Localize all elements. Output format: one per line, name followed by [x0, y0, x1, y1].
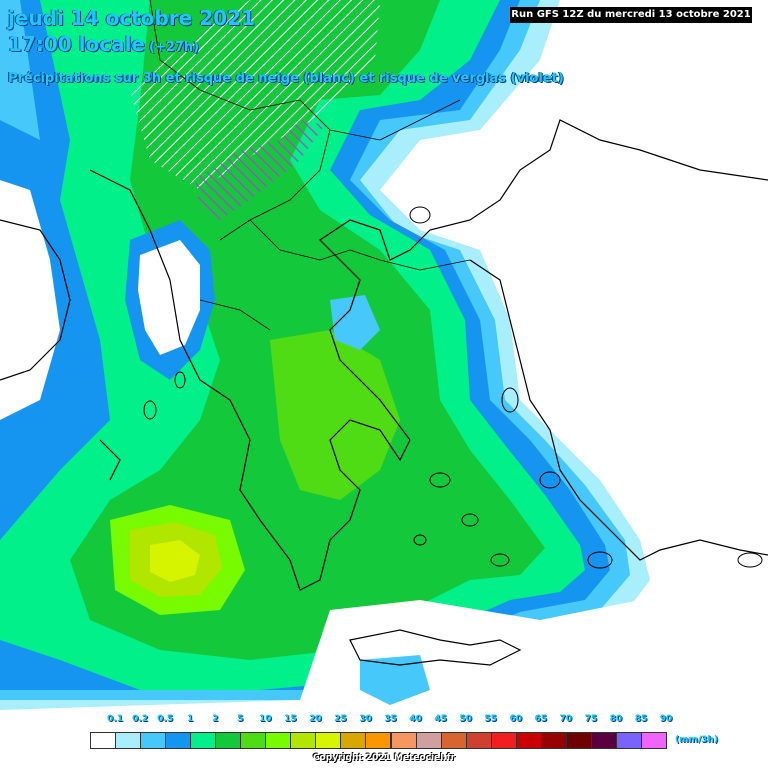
legend-tick-label: 0.5: [157, 714, 174, 724]
legend-tick-label: 75: [584, 714, 598, 724]
dry-east: [410, 0, 768, 560]
legend-tick-label: 10: [259, 714, 272, 724]
legend-tick-label: 15: [284, 714, 297, 724]
legend-swatch: [315, 732, 342, 749]
legend-swatch: [465, 732, 492, 749]
precip-band-10: [270, 330, 400, 500]
legend-tick-label: 20: [309, 714, 322, 724]
snow-risk-area: [130, 0, 380, 190]
legend-tick-label: 60: [509, 714, 522, 724]
forecast-offset: (+27h): [149, 40, 200, 55]
forecast-time: 17:00 locale (+27h): [8, 32, 199, 56]
legend-swatch: [490, 732, 517, 749]
legend-swatch: [390, 732, 417, 749]
legend-swatch: [240, 732, 267, 749]
copyright: Copyright 2021 Meteociel.fr: [312, 753, 456, 763]
legend-swatch: [265, 732, 292, 749]
dry-pocket-aegean: [330, 295, 380, 350]
legend-swatch: [440, 732, 467, 749]
map-subtitle: Précipitations sur 3h et risque de neige…: [8, 71, 564, 86]
legend-swatch: [640, 732, 667, 749]
legend-swatch: [190, 732, 217, 749]
forecast-time-label: 17:00 locale: [8, 32, 145, 56]
legend-tick-label: 0.2: [132, 714, 149, 724]
legend-swatch: [565, 732, 592, 749]
legend-swatch: [290, 732, 317, 749]
legend-tick-label: 30: [359, 714, 372, 724]
legend-tick-label: 5: [237, 714, 244, 724]
legend-tick-label: 2: [212, 714, 219, 724]
legend-tick-label: 35: [384, 714, 397, 724]
legend-swatch: [115, 732, 142, 749]
coastlines: [0, 119, 768, 666]
legend-swatch: [340, 732, 367, 749]
borders: [149, 0, 471, 331]
legend-tick-label: 40: [409, 714, 422, 724]
legend-swatch: [90, 732, 116, 749]
legend-tick-label: 90: [659, 714, 673, 724]
legend-tick-label: 80: [609, 714, 623, 724]
legend-swatch: [415, 732, 442, 749]
legend-tick-label: 25: [334, 714, 347, 724]
legend-tick-label: 45: [434, 714, 447, 724]
legend-swatch: [165, 732, 192, 749]
precip-band-25: [150, 540, 200, 582]
legend-swatch: [615, 732, 642, 749]
legend-swatch: [215, 732, 242, 749]
dry-west: [0, 180, 60, 420]
legend-tick-label: 50: [459, 714, 472, 724]
run-badge: Run GFS 12Z du mercredi 13 octobre 2021: [510, 7, 752, 23]
legend-swatch: [515, 732, 542, 749]
legend-tick-label: 55: [484, 714, 497, 724]
legend-tick-label: 65: [534, 714, 548, 724]
forecast-date: jeudi 14 octobre 2021: [8, 6, 255, 30]
legend-tick-label: 1: [187, 714, 194, 724]
legend-units: (mm/3h): [675, 735, 718, 745]
legend-tick-label: 70: [559, 714, 573, 724]
legend-swatch: [540, 732, 567, 749]
ice-risk-area: [195, 120, 325, 220]
dry-pocket-albania-inner: [138, 240, 200, 355]
legend-tick-label: 85: [634, 714, 648, 724]
legend-tick-label: 0.1: [107, 714, 123, 724]
islands: [143, 206, 763, 569]
legend-swatch: [365, 732, 392, 749]
legend-swatch: [140, 732, 167, 749]
legend-swatch: [590, 732, 617, 749]
precip-crete: [360, 655, 430, 705]
color-legend: 0.1 0.2 0.5 1 2 5 10 15 20 25 30 35 40 45 50 55 60 65 70 75…: [0, 710, 768, 768]
